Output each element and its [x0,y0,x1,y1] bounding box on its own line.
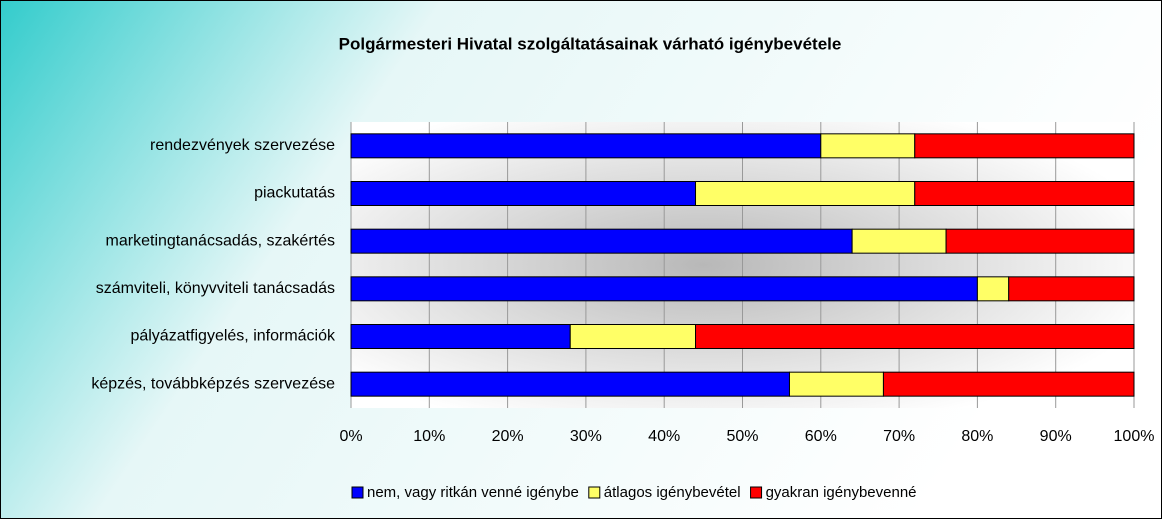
bar-segment [695,181,916,206]
x-tick-label: 10% [413,428,445,445]
bar-segment [1008,276,1135,302]
legend-label: nem, vagy ritkán venné igénybe [367,484,579,501]
legend-swatch [588,486,601,499]
y-tick-label: marketingtanácsadás, szakértés [106,232,335,249]
bar-segment [695,324,1135,349]
bar-segment [851,228,947,254]
legend-swatch [750,486,763,499]
bar-segment [350,276,978,302]
bar-segment [350,133,822,159]
y-tick-label: piackutatás [254,185,335,202]
bar-segment [882,371,1135,397]
bar-segment [569,324,697,349]
bar-segment [788,371,884,397]
y-tick-label: képzés, továbbképzés szervezése [91,375,335,392]
x-tick-label: 0% [339,428,362,445]
x-tick-label: 80% [961,428,993,445]
bar-segment [350,228,853,254]
bar-segment [914,181,1135,206]
chart-title: Polgármesteri Hivatal szolgáltatásainak … [339,34,842,53]
bar-segment [350,181,697,206]
y-tick-label: számviteli, könyvviteli tanácsadás [96,280,335,297]
bar-segment [820,133,916,159]
x-tick-label: 50% [726,428,758,445]
x-tick-label: 40% [648,428,680,445]
x-tick-label: 60% [805,428,837,445]
bar-segment [914,133,1135,159]
y-tick-label: pályázatfigyelés, információk [130,328,336,345]
bar-segment [976,276,1010,302]
x-tick-label: 70% [883,428,915,445]
y-tick-label: rendezvények szervezése [150,137,335,154]
x-tick-label: 90% [1040,428,1072,445]
x-tick-label: 30% [570,428,602,445]
bar-segment [945,228,1135,254]
bar-segment [350,371,790,397]
legend-label: gyakran igénybevenné [766,484,917,501]
x-tick-label: 100% [1114,428,1155,445]
x-tick-label: 20% [492,428,524,445]
legend-label: átlagos igénybevétel [604,484,741,501]
legend-swatch [351,486,364,499]
bar-segment [350,324,571,349]
